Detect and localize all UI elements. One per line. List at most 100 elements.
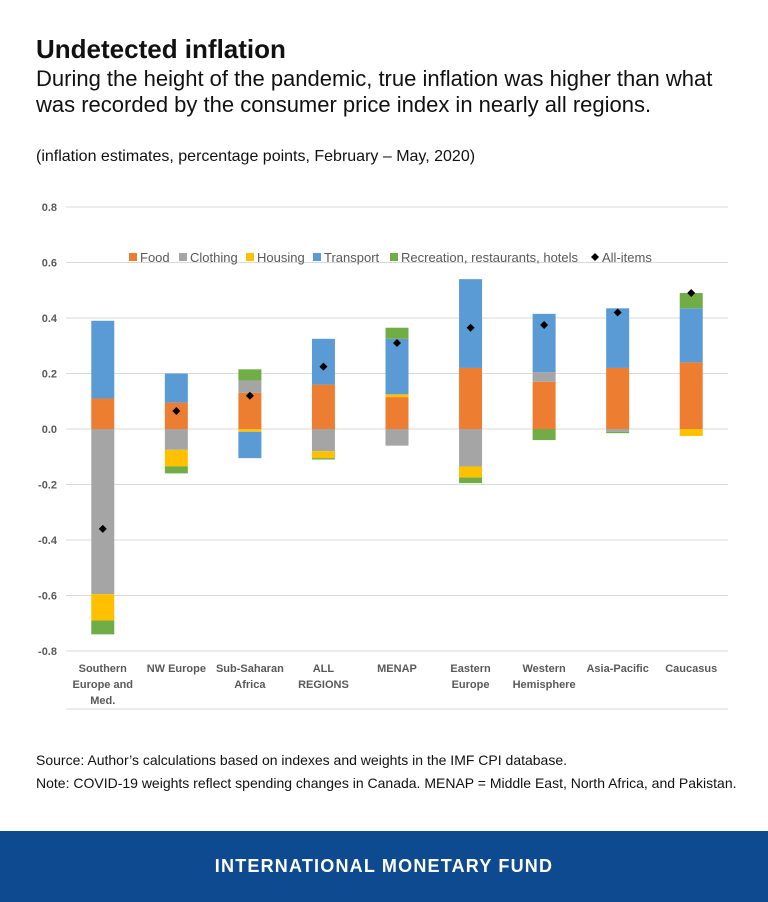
y-tick-label: -0.4 <box>38 535 58 547</box>
x-category-label: Med. <box>90 695 115 707</box>
bar-segment-clothing <box>459 429 483 467</box>
y-tick-label: 0.4 <box>42 313 58 325</box>
bar-segment-food <box>459 367 483 429</box>
legend-label: Transport <box>324 250 380 265</box>
bar-segment-clothing <box>311 429 335 452</box>
legend-swatch <box>246 253 254 261</box>
legend-swatch <box>591 253 599 261</box>
y-tick-label: 0.6 <box>42 258 57 270</box>
x-category-label: REGIONS <box>298 679 349 691</box>
x-category-label: Southern <box>79 663 128 675</box>
bar-segment-food <box>164 402 188 429</box>
chart-subtitle: During the height of the pandemic, true … <box>36 66 713 117</box>
bar-segment-clothing <box>606 429 630 432</box>
bar-segment-housing <box>311 451 335 459</box>
x-category-label: Eastern <box>450 663 491 675</box>
legend-label: Housing <box>257 250 305 265</box>
bar-segment-transport <box>532 313 556 373</box>
x-category-label: ALL <box>313 663 335 675</box>
y-tick-label: 0.0 <box>42 424 57 436</box>
bar-segment-housing <box>238 429 262 432</box>
bar-segment-recreation <box>238 369 262 381</box>
bar-segment-recreation <box>385 327 409 339</box>
legend-label: Clothing <box>190 250 238 265</box>
bar-segment-transport <box>459 279 483 368</box>
bar-segment-transport <box>679 308 703 363</box>
bar-segment-housing <box>164 449 188 467</box>
legend: Food Clothing Housing Transport Recreation, … <box>129 250 652 265</box>
legend-swatch <box>390 253 398 261</box>
all-items-marker <box>613 308 622 317</box>
x-axis: Southern Europe and Med. NW Europe Sub-Sahar… <box>73 663 718 707</box>
brand-name: INTERNATIONAL MONETARY FUND <box>214 856 554 876</box>
legend-label: Recreation, restaurants, hotels <box>401 250 579 265</box>
legend-swatch <box>129 253 137 261</box>
bar-segment-recreation <box>679 293 703 309</box>
bar-segment-clothing <box>532 372 556 382</box>
all-items-marker <box>540 320 549 329</box>
bar-segment-clothing <box>91 429 115 595</box>
y-axis: 0.8 0.6 0.4 0.2 0.0 -0.2 -0.4 -0.6 -0.8 <box>38 202 58 658</box>
bar-segment-transport <box>91 320 115 399</box>
bar-segment-housing <box>679 429 703 436</box>
bar-segment-recreation <box>606 431 630 434</box>
bar-segment-recreation <box>164 466 188 474</box>
bar-segment-food <box>238 392 262 429</box>
legend-label: All-items <box>602 250 652 265</box>
bar-segment-food <box>91 398 115 429</box>
all-items-marker <box>687 289 696 298</box>
all-items-marker <box>245 391 254 400</box>
bar-segment-transport <box>164 373 188 403</box>
bar-segment-recreation <box>532 429 556 441</box>
bar-segment-food <box>606 367 630 429</box>
x-category-label: MENAP <box>377 663 417 675</box>
x-category-label: Western <box>523 663 566 675</box>
x-category-label: Asia-Pacific <box>586 663 648 675</box>
y-tick-label: -0.8 <box>38 646 57 658</box>
bar-segment-clothing <box>164 429 188 450</box>
bar-segment-clothing <box>385 429 409 446</box>
y-tick-label: -0.2 <box>38 480 57 492</box>
x-category-label: Europe and <box>73 679 134 691</box>
bar-segment-food <box>385 397 409 429</box>
footer-banner: INTERNATIONAL MONETARY FUND <box>0 831 768 902</box>
x-category-label: Africa <box>234 679 266 691</box>
bar-segment-transport <box>606 308 630 368</box>
bar-segment-recreation <box>459 477 483 484</box>
legend-label: Food <box>140 250 170 265</box>
all-items-marker <box>393 338 401 347</box>
source-note: Source: Author’s calculations based on i… <box>36 752 568 768</box>
y-tick-label: -0.6 <box>38 591 57 603</box>
bar-segment-food <box>679 362 703 429</box>
bar-segment-food <box>532 381 556 429</box>
bar-segment-recreation <box>311 458 335 460</box>
bar-segment-recreation <box>91 620 115 635</box>
x-category-label: Caucasus <box>665 663 717 675</box>
stacked-bar-chart: 0.8 0.6 0.4 0.2 0.0 -0.2 -0.4 -0.6 -0.8 Southern… <box>38 202 728 710</box>
bar-segment-housing <box>459 466 483 478</box>
chart-units: (inflation estimates, percentage points,… <box>36 148 476 165</box>
x-category-label: Sub-Saharan <box>216 663 284 675</box>
bar-series <box>91 279 703 635</box>
all-items-marker <box>98 524 107 533</box>
all-items-marker <box>466 323 475 332</box>
legend-swatch <box>313 253 321 261</box>
legend-swatch <box>179 253 187 261</box>
x-category-label: Europe <box>452 679 490 691</box>
y-tick-label: 0.8 <box>42 202 57 214</box>
chart-title: Undetected inflation <box>36 34 286 64</box>
bar-segment-clothing <box>238 380 262 393</box>
all-items-markers <box>98 289 696 533</box>
bar-segment-transport <box>385 338 409 395</box>
x-category-label: NW Europe <box>147 663 206 675</box>
bar-segment-transport <box>311 338 335 385</box>
bar-segment-food <box>311 384 335 429</box>
all-items-marker <box>172 406 181 415</box>
weights-note: Note: COVID-19 weights reflect spending … <box>36 775 737 791</box>
all-items-marker <box>319 362 328 371</box>
bar-segment-transport <box>238 431 262 459</box>
bar-segment-housing <box>385 394 409 398</box>
y-tick-label: 0.2 <box>42 369 57 381</box>
x-category-label: Hemisphere <box>513 679 576 691</box>
bar-segment-housing <box>91 594 115 621</box>
